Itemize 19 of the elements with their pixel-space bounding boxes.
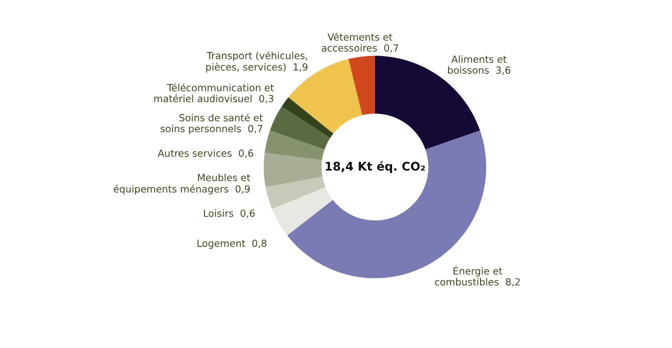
- slice-label: Logement 0,8: [198, 240, 266, 249]
- donut-slice: [264, 152, 322, 187]
- slice-label: Vêtements et accessoires 0,7: [322, 32, 398, 53]
- slice-label: Énergie et combustibles 8,2: [435, 266, 520, 287]
- donut-slice: [270, 106, 330, 150]
- donut-slice: [282, 97, 334, 138]
- slice-label: Meubles et équipements ménagers 0,9: [114, 174, 250, 194]
- donut-slice: [272, 187, 333, 236]
- slice-label: Aliments et boissons 3,6: [448, 55, 510, 75]
- slice-label: Télécommunication et matériel audiovisuel 0,3: [154, 83, 274, 104]
- slice-label: Transport (véhicules, pièces, services) 1,9: [206, 51, 308, 73]
- slice-label: Soins de santé et soins personnels 0,7: [160, 113, 263, 134]
- donut-slice: [288, 59, 362, 134]
- slice-label: Autres services 0,6: [158, 149, 254, 158]
- donut-slice: [264, 130, 325, 160]
- text: 18,4 Kt éq. CO₂: [326, 161, 425, 173]
- slice-label: Loisirs 0,6: [204, 209, 255, 218]
- donut-slice: [348, 56, 375, 116]
- donut-slice: [266, 176, 326, 209]
